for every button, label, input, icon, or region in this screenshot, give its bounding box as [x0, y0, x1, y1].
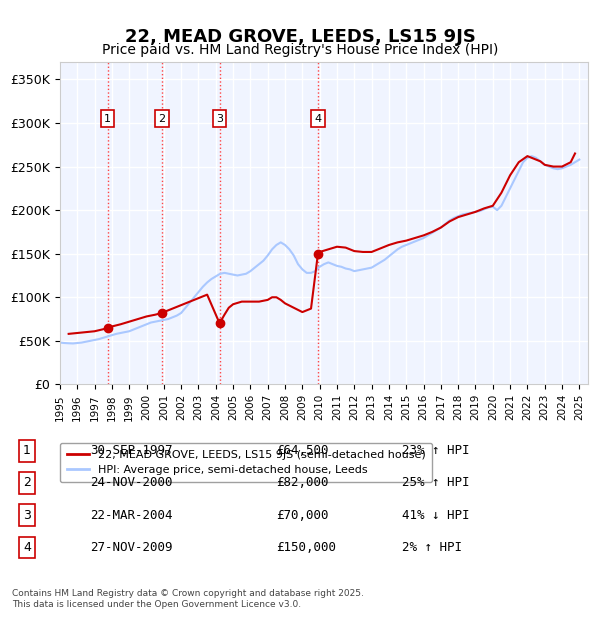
Text: 3: 3 [23, 509, 31, 521]
Text: Price paid vs. HM Land Registry's House Price Index (HPI): Price paid vs. HM Land Registry's House … [102, 43, 498, 58]
Text: 27-NOV-2009: 27-NOV-2009 [90, 541, 173, 554]
Text: 22, MEAD GROVE, LEEDS, LS15 9JS: 22, MEAD GROVE, LEEDS, LS15 9JS [125, 28, 475, 46]
Text: 3: 3 [216, 113, 223, 123]
Text: 1: 1 [104, 113, 111, 123]
Legend: 22, MEAD GROVE, LEEDS, LS15 9JS (semi-detached house), HPI: Average price, semi-: 22, MEAD GROVE, LEEDS, LS15 9JS (semi-de… [60, 443, 433, 482]
Text: 41% ↓ HPI: 41% ↓ HPI [402, 509, 470, 521]
Text: 2: 2 [23, 477, 31, 489]
Text: £82,000: £82,000 [276, 477, 329, 489]
Text: 22-MAR-2004: 22-MAR-2004 [90, 509, 173, 521]
Text: 30-SEP-1997: 30-SEP-1997 [90, 445, 173, 457]
Text: 24-NOV-2000: 24-NOV-2000 [90, 477, 173, 489]
Text: 1: 1 [23, 445, 31, 457]
Text: £150,000: £150,000 [276, 541, 336, 554]
Text: Contains HM Land Registry data © Crown copyright and database right 2025.
This d: Contains HM Land Registry data © Crown c… [12, 590, 364, 609]
Text: 2% ↑ HPI: 2% ↑ HPI [402, 541, 462, 554]
Text: 4: 4 [23, 541, 31, 554]
Text: 4: 4 [314, 113, 322, 123]
Text: £70,000: £70,000 [276, 509, 329, 521]
Text: 25% ↑ HPI: 25% ↑ HPI [402, 477, 470, 489]
Text: £64,500: £64,500 [276, 445, 329, 457]
Text: 2: 2 [158, 113, 166, 123]
Text: 23% ↑ HPI: 23% ↑ HPI [402, 445, 470, 457]
